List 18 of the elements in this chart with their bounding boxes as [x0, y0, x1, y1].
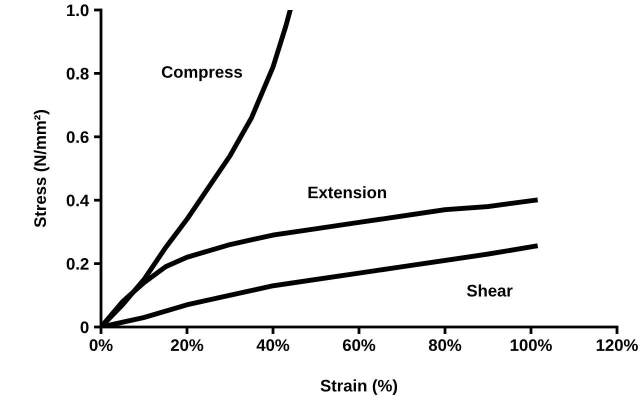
- y-axis-title: Stress (N/mm²): [34, 110, 50, 228]
- x-tick-label: 0%: [90, 339, 113, 352]
- x-tick-label: 60%: [342, 339, 376, 352]
- x-tick-label: 40%: [256, 339, 290, 352]
- y-tick-label: 0.6: [66, 131, 89, 144]
- series-label: Shear: [466, 284, 513, 297]
- series-label: Compress: [162, 66, 242, 82]
- series-label: Extension: [308, 186, 386, 198]
- y-tick-label: 0.4: [66, 194, 90, 206]
- x-tick-label: 80%: [428, 339, 462, 352]
- x-tick-label: 100%: [510, 339, 552, 352]
- y-tick-label: 0: [80, 321, 89, 334]
- x-tick-label: 120%: [596, 339, 638, 352]
- x-tick-label: 20%: [170, 339, 204, 352]
- y-tick-label: 0.8: [66, 68, 89, 80]
- y-tick-label: 0.2: [66, 258, 89, 270]
- x-axis-title: Strain (%): [320, 379, 398, 395]
- y-tick-label: 1.0: [67, 4, 89, 16]
